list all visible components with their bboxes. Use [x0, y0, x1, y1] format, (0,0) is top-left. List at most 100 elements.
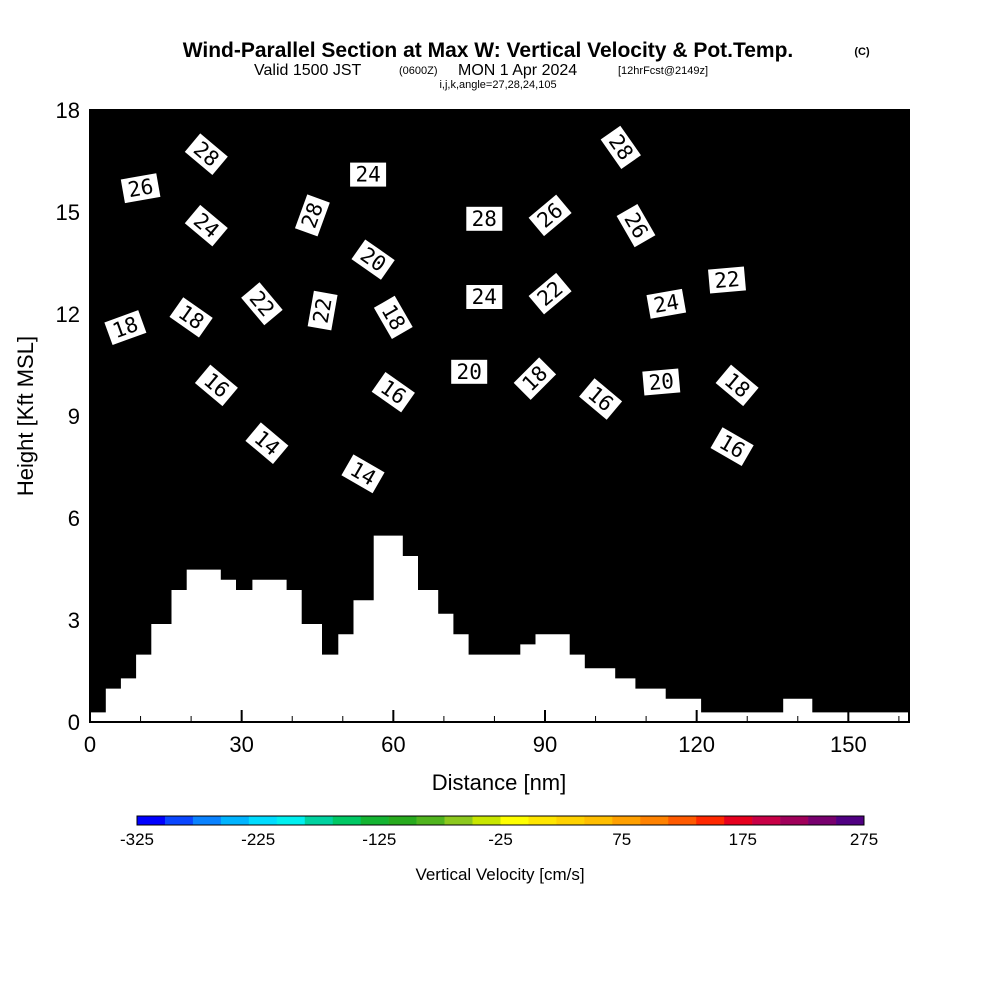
velocity-cell	[216, 254, 223, 264]
velocity-cell	[403, 331, 410, 341]
velocity-cell	[297, 348, 303, 358]
velocity-cell	[272, 339, 278, 349]
velocity-cell	[312, 433, 319, 443]
velocity-cell	[100, 594, 106, 604]
velocity-cell	[246, 144, 253, 154]
velocity-cell	[398, 144, 405, 154]
velocity-cell	[282, 458, 288, 468]
velocity-cell	[277, 161, 283, 171]
velocity-cell	[231, 322, 238, 332]
velocity-cell	[95, 297, 101, 307]
velocity-cell	[292, 161, 298, 171]
velocity-cell	[383, 441, 389, 451]
velocity-cell	[292, 229, 298, 239]
velocity-cell	[347, 518, 354, 528]
velocity-cell	[266, 246, 273, 256]
velocity-cell	[155, 586, 162, 596]
velocity-cell	[261, 135, 268, 145]
velocity-cell	[246, 237, 253, 247]
velocity-cell	[140, 543, 147, 553]
velocity-cell	[388, 127, 394, 137]
velocity-cell	[292, 356, 298, 366]
velocity-cell	[150, 331, 157, 341]
velocity-cell	[272, 322, 278, 332]
velocity-cell	[216, 127, 223, 137]
velocity-cell	[140, 620, 147, 630]
velocity-cell	[352, 118, 359, 128]
velocity-cell	[115, 628, 121, 638]
velocity-cell	[165, 178, 172, 188]
velocity-cell	[266, 271, 273, 281]
velocity-cell	[95, 127, 101, 137]
velocity-cell	[357, 433, 364, 443]
velocity-cell	[423, 416, 430, 426]
velocity-cell	[433, 467, 440, 477]
velocity-cell	[428, 229, 435, 239]
velocity-cell	[115, 110, 121, 120]
velocity-cell	[403, 127, 410, 137]
velocity-cell	[175, 416, 182, 426]
velocity-cell	[297, 390, 303, 400]
velocity-cell	[231, 424, 238, 434]
velocity-cell	[170, 178, 177, 188]
velocity-cell	[352, 450, 359, 460]
velocity-cell	[378, 348, 384, 358]
velocity-cell	[327, 637, 334, 647]
velocity-cell	[130, 603, 137, 613]
velocity-cell	[337, 416, 344, 426]
velocity-cell	[196, 467, 202, 477]
velocity-cell	[383, 399, 389, 409]
velocity-cell	[130, 246, 137, 256]
velocity-cell	[428, 535, 435, 545]
velocity-cell	[165, 144, 172, 154]
velocity-cell	[90, 543, 96, 553]
velocity-cell	[155, 399, 162, 409]
velocity-cell	[363, 305, 369, 315]
velocity-cell	[145, 110, 152, 120]
velocity-cell	[337, 390, 344, 400]
velocity-cell	[251, 212, 258, 222]
velocity-cell	[327, 526, 334, 536]
velocity-cell	[130, 127, 137, 137]
velocity-cell	[236, 356, 243, 366]
velocity-cell	[403, 212, 410, 222]
velocity-cell	[221, 509, 228, 519]
velocity-cell	[120, 552, 126, 562]
velocity-cell	[181, 569, 187, 579]
velocity-cell	[357, 203, 364, 213]
velocity-cell	[155, 407, 162, 417]
velocity-cell	[95, 339, 101, 349]
velocity-cell	[186, 339, 192, 349]
velocity-cell	[251, 356, 258, 366]
velocity-cell	[408, 365, 415, 375]
velocity-cell	[277, 424, 283, 434]
velocity-cell	[226, 416, 233, 426]
velocity-cell	[95, 280, 101, 290]
velocity-cell	[418, 560, 425, 570]
velocity-cell	[363, 560, 369, 570]
velocity-cell	[256, 186, 263, 196]
velocity-cell	[332, 586, 339, 596]
velocity-cell	[120, 339, 126, 349]
velocity-cell	[125, 407, 132, 417]
velocity-cell	[206, 331, 212, 341]
velocity-cell	[196, 450, 202, 460]
velocity-cell	[327, 110, 334, 120]
velocity-cell	[312, 501, 319, 511]
velocity-cell	[226, 365, 233, 375]
velocity-cell	[181, 535, 187, 545]
velocity-cell	[433, 144, 440, 154]
velocity-cell	[327, 611, 334, 621]
velocity-cell	[383, 186, 389, 196]
velocity-cell	[337, 586, 344, 596]
velocity-cell	[251, 390, 258, 400]
velocity-cell	[363, 186, 369, 196]
velocity-cell	[231, 229, 238, 239]
velocity-cell	[408, 212, 415, 222]
velocity-cell	[418, 195, 425, 205]
velocity-cell	[100, 271, 106, 281]
velocity-cell	[236, 314, 243, 324]
velocity-cell	[130, 433, 137, 443]
velocity-cell	[90, 450, 96, 460]
velocity-cell	[418, 526, 425, 536]
